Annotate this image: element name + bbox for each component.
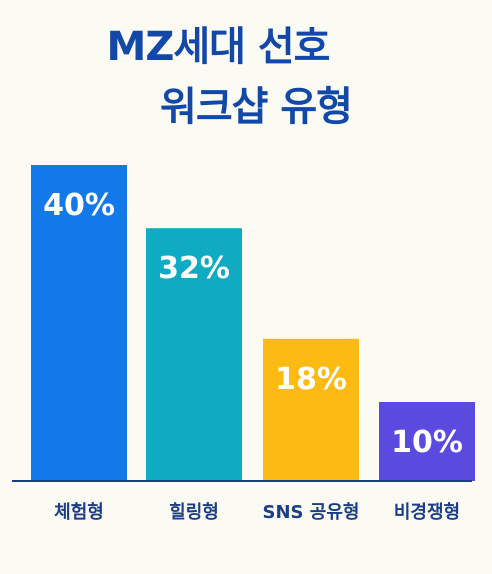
bar-value-label-2: 32% [158,251,230,286]
category-label-4: 비경쟁형 [394,502,460,523]
category-label-1: 체험형 [54,501,104,523]
bar-value-label-3: 18% [275,362,347,397]
chart-title-line1: MZ세대 선호 [106,24,331,70]
bar-value-label-1: 40% [43,188,115,223]
chart-title-line2: 워크샵 유형 [160,84,353,130]
bar-4 [379,402,475,481]
category-label-2: 힐링형 [169,501,219,523]
bar-value-label-4: 10% [391,425,463,460]
category-label-3: SNS 공유형 [263,502,360,523]
bar-1 [31,165,127,481]
bar-2 [146,228,242,481]
bar-3 [263,338,359,481]
